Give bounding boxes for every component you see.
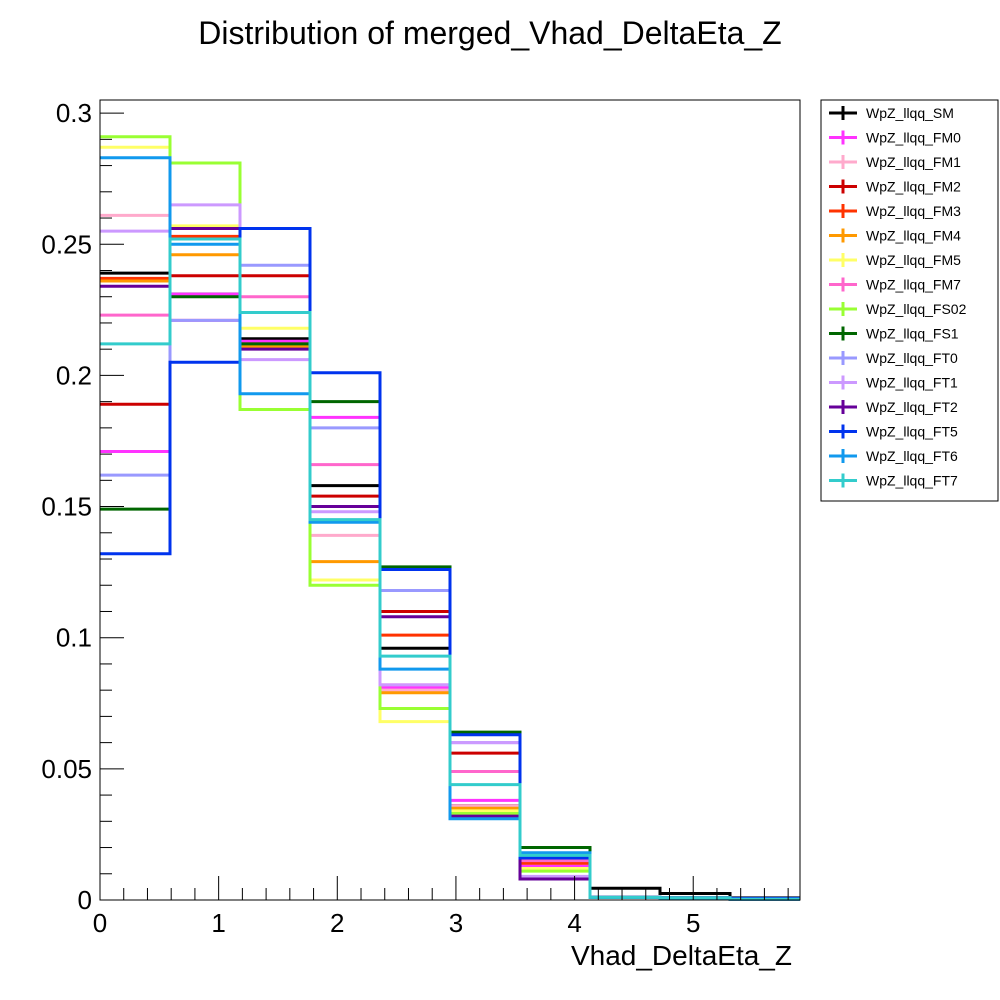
legend-entry: WpZ_llqq_FT7 [829,473,958,489]
x-tick-label: 3 [449,908,463,938]
legend-label: WpZ_llqq_FM5 [866,252,961,268]
legend-label: WpZ_llqq_FM4 [866,228,961,244]
axes-layer: 0 1 2 3 4 5 0 0.05 0.1 0.15 0.2 0.25 0.3 [41,98,801,938]
legend-label: WpZ_llqq_FS1 [866,326,959,342]
legend-box [820,99,999,502]
x-tick-label: 4 [567,908,581,938]
x-axis-label: Vhad_DeltaEta_Z [571,940,792,971]
x-tick-label: 0 [93,908,107,938]
legend-entry: WpZ_llqq_FM3 [829,203,961,219]
legend-entry: WpZ_llqq_FM1 [829,154,961,170]
legend-label: WpZ_llqq_FT7 [866,473,958,489]
y-tick-label: 0.1 [56,623,92,653]
legend-entry: WpZ_llqq_FS02 [829,301,967,317]
legend-entry: WpZ_llqq_FT2 [829,399,958,415]
legend-label: WpZ_llqq_FS02 [866,301,967,317]
legend-label: WpZ_llqq_SM [866,105,954,121]
legend-entry: WpZ_llqq_FT6 [829,448,958,464]
legend-label: WpZ_llqq_FM3 [866,203,961,219]
legend-entry: WpZ_llqq_FS1 [829,326,959,342]
chart-title: Distribution of merged_Vhad_DeltaEta_Z [198,15,781,51]
legend-entry: WpZ_llqq_FM0 [829,130,961,146]
legend-label: WpZ_llqq_FT2 [866,399,958,415]
legend-label: WpZ_llqq_FM2 [866,179,961,195]
y-tick-label: 0.15 [41,492,92,522]
y-tick-label: 0.05 [41,754,92,784]
series-layer [100,135,800,901]
legend-entry: WpZ_llqq_FT0 [829,350,958,366]
legend-label: WpZ_llqq_FM7 [866,277,961,293]
legend-entry: WpZ_llqq_FM5 [829,252,961,268]
x-tick-label: 1 [211,908,225,938]
legend-label: WpZ_llqq_FT5 [866,424,958,440]
legend-entry: WpZ_llqq_FM2 [829,179,961,195]
y-tick-label: 0.3 [56,98,92,128]
legend-entry: WpZ_llqq_FM4 [829,228,961,244]
legend-entry: WpZ_llqq_FT5 [829,424,958,440]
x-tick-label: 5 [686,908,700,938]
legend-entry: WpZ_llqq_SM [829,105,954,121]
x-tick-label: 2 [330,908,344,938]
legend-label: WpZ_llqq_FM0 [866,130,961,146]
y-tick-label: 0.2 [56,360,92,390]
y-tick-label: 0.25 [41,229,92,259]
legend-entry: WpZ_llqq_FT1 [829,375,958,391]
series-line-WpZ_llqq_FT7 [100,237,800,901]
y-tick-label: 0 [78,885,92,915]
plot-frame [99,99,801,901]
legend-label: WpZ_llqq_FM1 [866,154,961,170]
legend: WpZ_llqq_SM WpZ_llqq_FM0 WpZ_llqq_FM1 WpZ_l… [820,99,999,502]
legend-label: WpZ_llqq_FT1 [866,375,958,391]
series-WpZ_llqq_FT7 [100,237,800,901]
legend-label: WpZ_llqq_FT6 [866,448,958,464]
legend-entry: WpZ_llqq_FM7 [829,277,961,293]
legend-label: WpZ_llqq_FT0 [866,350,958,366]
